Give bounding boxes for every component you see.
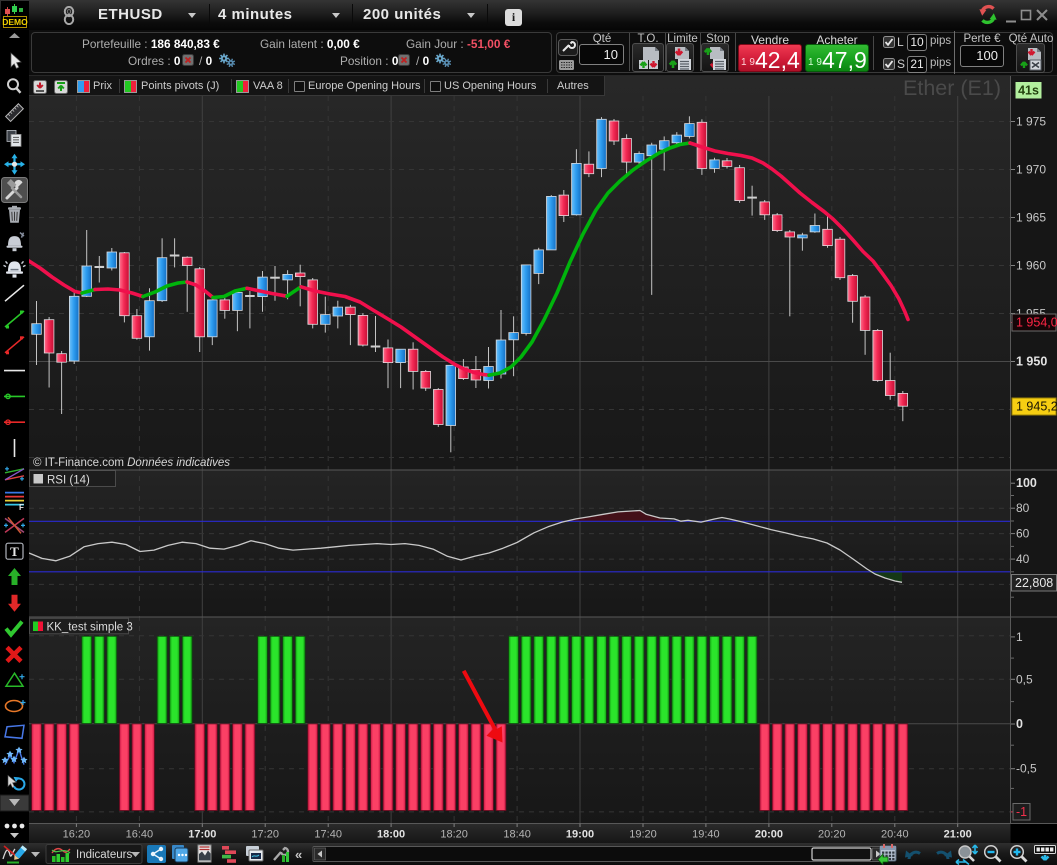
svg-text:F: F [19,503,24,512]
svg-text:21:00: 21:00 [944,829,972,841]
svg-text:19:00: 19:00 [566,829,594,841]
svg-text:18:20: 18:20 [440,829,468,841]
svg-text:DEMO: DEMO [2,17,28,27]
svg-text:«: « [295,847,302,862]
svg-text:20:40: 20:40 [881,829,909,841]
svg-text:Indicateurs: Indicateurs [76,849,133,861]
svg-text:17:00: 17:00 [188,829,216,841]
svg-text:KK_test simple 3: KK_test simple 3 [47,622,133,634]
svg-text:16:20: 16:20 [63,829,91,841]
svg-text:20:00: 20:00 [755,829,783,841]
svg-text:1 975: 1 975 [1016,115,1046,129]
svg-text:17:20: 17:20 [251,829,279,841]
svg-text:-1: -1 [1016,805,1027,819]
svg-text:40: 40 [1016,552,1030,566]
svg-text:-0,5: -0,5 [1016,762,1037,776]
svg-text:RSI (14): RSI (14) [47,475,90,487]
svg-text:18:00: 18:00 [377,829,405,841]
svg-text:18:40: 18:40 [503,829,531,841]
svg-text:22,808: 22,808 [1015,576,1053,590]
svg-text:Ether (E1): Ether (E1) [903,76,1001,100]
svg-text:19:20: 19:20 [629,829,657,841]
svg-text:0: 0 [1016,717,1023,731]
svg-text:1 960: 1 960 [1016,259,1046,273]
svg-text:19:40: 19:40 [692,829,720,841]
svg-text:80: 80 [1016,501,1030,515]
svg-text:1: 1 [1016,630,1023,644]
svg-text:1 945,2: 1 945,2 [1016,400,1057,414]
svg-text:100: 100 [1016,476,1037,490]
svg-text:1 954,0: 1 954,0 [1016,316,1057,330]
svg-text:1 950: 1 950 [1016,355,1047,369]
svg-text:20:20: 20:20 [818,829,846,841]
svg-text:© IT-Finance.com Données indic: © IT-Finance.com Données indicatives [33,457,230,469]
svg-text:60: 60 [1016,527,1030,541]
svg-text:16:40: 16:40 [126,829,154,841]
svg-text:1 965: 1 965 [1016,211,1046,225]
svg-text:1 970: 1 970 [1016,163,1046,177]
svg-text:T: T [10,544,19,559]
svg-text:0,5: 0,5 [1016,672,1033,686]
svg-text:41s: 41s [1018,84,1039,98]
svg-text:17:40: 17:40 [314,829,342,841]
